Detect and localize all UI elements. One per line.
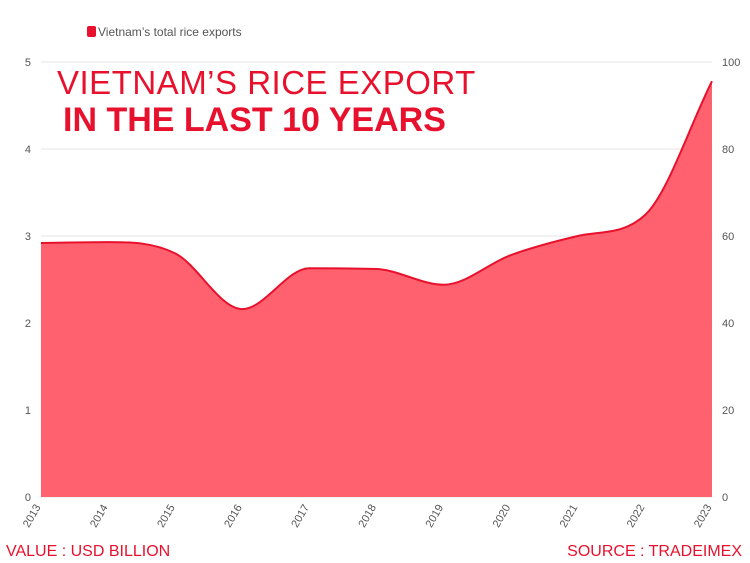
x-tick-label: 2020 [491, 503, 514, 530]
y-tick-label: 2 [25, 318, 31, 330]
x-tick-label: 2022 [625, 503, 648, 530]
x-tick-label: 2017 [289, 503, 312, 530]
right-axis-ticks: 0 20 40 60 80 100 [722, 57, 740, 504]
x-tick-label: 2021 [558, 503, 581, 530]
legend-label: Vietnam’s total rice exports [98, 25, 242, 39]
x-tick-label: 2018 [356, 503, 379, 530]
y2-tick-label: 100 [722, 57, 740, 69]
source-note: SOURCE : TRADEIMEX [567, 543, 742, 560]
x-tick-label: 2014 [88, 503, 111, 530]
x-tick-label: 2023 [692, 503, 715, 530]
chart-title-line1: VIETNAM’S RICE EXPORT [57, 64, 476, 101]
left-axis-ticks: 0 1 2 3 4 5 [25, 57, 31, 504]
y2-tick-label: 80 [722, 144, 734, 156]
y-tick-label: 4 [25, 144, 31, 156]
data-area [40, 80, 713, 497]
y2-tick-label: 0 [722, 492, 728, 504]
x-tick-label: 2019 [424, 503, 447, 530]
series-area [41, 81, 712, 497]
y-tick-label: 5 [25, 57, 31, 69]
legend-swatch [87, 26, 96, 37]
x-tick-label: 2013 [21, 503, 44, 530]
series-line [40, 80, 713, 311]
legend[interactable]: Vietnam’s total rice exports [87, 25, 242, 39]
y-tick-label: 1 [25, 405, 31, 417]
x-tick-label: 2015 [155, 503, 178, 530]
x-axis-ticks: 2013 2014 2015 2016 2017 2018 2019 2020 2021 2022… [21, 503, 715, 530]
y2-tick-label: 40 [722, 318, 734, 330]
chart-title-line2: IN THE LAST 10 YEARS [63, 101, 446, 139]
x-tick-label: 2016 [222, 503, 245, 530]
y2-tick-label: 60 [722, 231, 734, 243]
y-tick-label: 3 [25, 231, 31, 243]
y2-tick-label: 20 [722, 405, 734, 417]
y-tick-label: 0 [25, 492, 31, 504]
value-unit-note: VALUE : USD BILLION [6, 543, 171, 560]
